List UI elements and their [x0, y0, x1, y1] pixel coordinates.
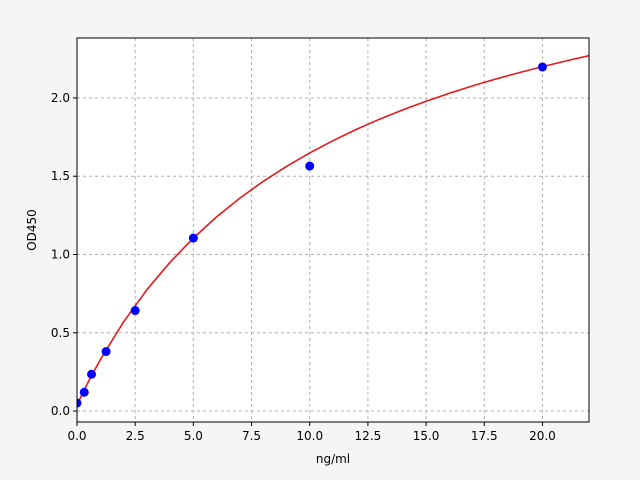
x-axis-label: ng/ml — [316, 452, 350, 466]
x-tick-label: 20.0 — [529, 429, 556, 443]
data-point — [188, 233, 198, 243]
data-point — [79, 387, 89, 397]
x-tick-label: 12.5 — [355, 429, 382, 443]
x-tick-label: 5.0 — [184, 429, 203, 443]
plot-frame — [76, 37, 590, 423]
x-tick-label: 7.5 — [242, 429, 261, 443]
y-tick-label: 1.0 — [51, 247, 70, 261]
ticks: 0.0 2.5 5.0 7.5 10.0 12.5 15.0 17.5 20.0 0.0 0.5 1.… — [51, 91, 556, 443]
plot-area — [77, 38, 589, 422]
y-tick-label: 0.0 — [51, 404, 70, 418]
x-tick-label: 10.0 — [296, 429, 323, 443]
data-point — [130, 306, 140, 316]
fit-curve — [77, 54, 589, 406]
y-axis-label: OD450 — [25, 209, 39, 251]
data-point — [537, 62, 547, 72]
marks — [77, 54, 589, 408]
data-point — [305, 161, 315, 171]
x-tick-label: 0.0 — [67, 429, 86, 443]
data-point — [87, 369, 97, 379]
data-point — [77, 398, 82, 408]
x-tick-label: 17.5 — [471, 429, 498, 443]
x-tick-label: 2.5 — [126, 429, 145, 443]
y-tick-label: 2.0 — [51, 91, 70, 105]
y-tick-label: 0.5 — [51, 326, 70, 340]
y-tick-label: 1.5 — [51, 169, 70, 183]
data-point — [101, 347, 111, 357]
x-tick-label: 15.0 — [413, 429, 440, 443]
grid — [76, 38, 589, 422]
